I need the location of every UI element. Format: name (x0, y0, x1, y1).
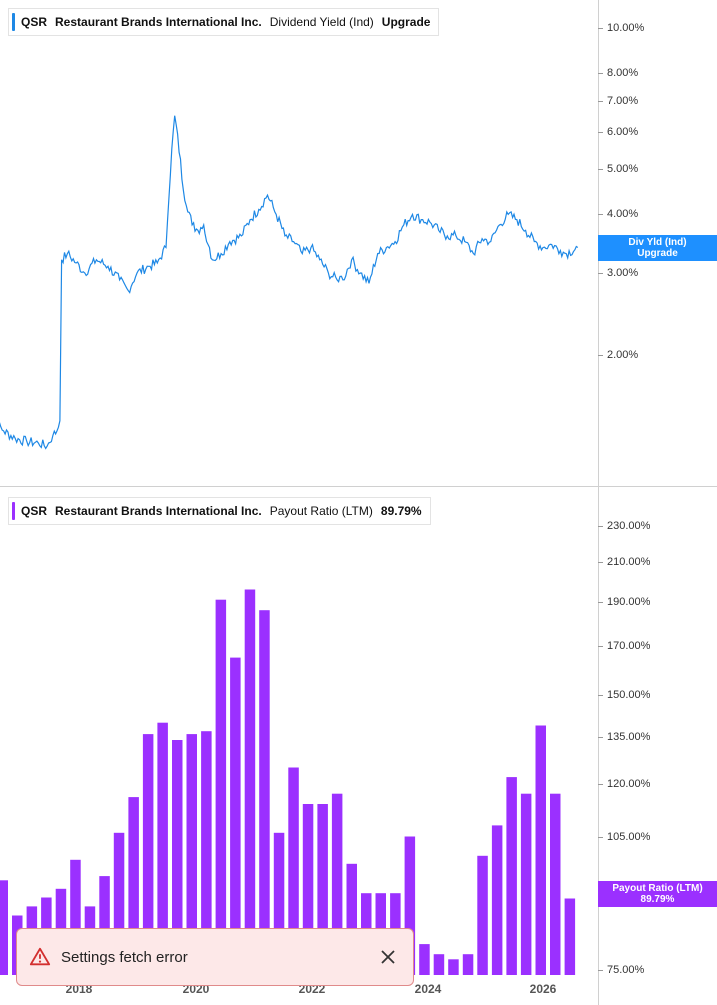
payout-bar (404, 836, 416, 975)
y-tick-label: 210.00% (607, 556, 651, 569)
payout-bar (346, 863, 357, 975)
payout-bar (477, 855, 488, 975)
toast-message: Settings fetch error (61, 948, 188, 966)
legend-metric: Payout Ratio (LTM) (269, 504, 373, 518)
dividend-yield-line (0, 115, 579, 450)
y-tick-mark (598, 969, 603, 971)
legend-ticker: QSR (21, 15, 48, 29)
payout-bar (215, 599, 227, 975)
y-tick-label: 75.00% (607, 963, 645, 976)
payout-bar (302, 804, 314, 975)
dividend-yield-legend[interactable]: QSR Restaurant Brands International Inc.… (8, 8, 440, 36)
y-tick-label: 120.00% (607, 777, 651, 790)
legend-value: 89.79% (380, 504, 422, 518)
payout-bar (462, 954, 474, 975)
badge-label: Div Yld (Ind) (628, 237, 687, 248)
legend-company: Restaurant Brands International Inc. (55, 15, 262, 29)
x-axis-label: 2026 (529, 982, 557, 996)
badge-value: Upgrade (637, 248, 678, 259)
payout-legend-swatch (12, 502, 15, 520)
payout-bar (550, 793, 561, 975)
y-tick-mark (598, 73, 603, 75)
payout-bar (113, 832, 125, 975)
y-tick-label: 190.00% (607, 595, 651, 608)
y-tick-mark (598, 169, 603, 171)
y-tick-label: 230.00% (607, 520, 651, 533)
y-tick-label: 135.00% (607, 731, 651, 744)
payout-bar (244, 589, 256, 975)
y-tick-mark (598, 783, 603, 785)
y-tick-mark (598, 28, 603, 30)
legend-value[interactable]: Upgrade (381, 15, 431, 29)
legend-company: Restaurant Brands International Inc. (55, 504, 262, 518)
payout-bar (128, 797, 139, 975)
y-tick-label: 105.00% (607, 830, 651, 843)
badge-value: 89.79% (640, 894, 675, 905)
y-tick-label: 5.00% (607, 163, 639, 176)
payout-bar (419, 944, 430, 975)
badge-label: Payout Ratio (LTM) (612, 883, 703, 894)
y-tick-label: 8.00% (607, 67, 639, 80)
payout-bar (564, 898, 576, 975)
error-toast: Settings fetch error (16, 928, 414, 986)
payout-bar (172, 740, 183, 975)
payout-bar (230, 657, 241, 975)
payout-bar (317, 804, 328, 975)
payout-bar (535, 725, 546, 975)
legend-metric: Dividend Yield (Ind) (269, 15, 374, 29)
panel-divider (0, 486, 717, 487)
payout-bar (520, 793, 532, 975)
close-icon[interactable] (379, 948, 397, 966)
y-tick-mark (598, 836, 603, 838)
y-tick-mark (598, 214, 603, 216)
payout-bar (99, 876, 110, 975)
payout-bar (70, 859, 81, 975)
yield-legend-swatch (12, 13, 15, 31)
y-tick-mark (598, 737, 603, 739)
y-tick-label: 150.00% (607, 689, 651, 702)
payout-last-value-badge: Payout Ratio (LTM) 89.79% (598, 881, 717, 907)
y-axis-line (598, 0, 599, 1005)
y-tick-label: 6.00% (607, 125, 639, 138)
y-tick-mark (598, 272, 603, 274)
y-tick-mark (598, 526, 603, 528)
y-tick-label: 3.00% (607, 266, 639, 279)
y-tick-label: 4.00% (607, 208, 639, 221)
y-tick-mark (598, 562, 603, 564)
y-tick-label: 7.00% (607, 94, 639, 107)
payout-bar (0, 880, 8, 975)
warning-icon (29, 947, 51, 966)
y-tick-label: 10.00% (607, 22, 645, 35)
payout-bar (186, 734, 197, 975)
payout-bar (506, 777, 517, 975)
y-tick-mark (598, 645, 603, 647)
x-axis-label: 2024 (414, 982, 442, 996)
y-tick-mark (598, 355, 603, 357)
payout-bar (491, 825, 503, 975)
y-tick-mark (598, 601, 603, 603)
y-tick-mark (598, 131, 603, 133)
dividend-yield-chart (0, 115, 579, 450)
y-tick-label: 2.00% (607, 349, 639, 362)
y-tick-label: 170.00% (607, 639, 651, 652)
payout-bar (157, 722, 168, 975)
payout-bar (288, 767, 299, 975)
payout-bar (201, 731, 212, 975)
legend-ticker: QSR (21, 504, 48, 518)
y-tick-mark (598, 100, 603, 102)
y-tick-mark (598, 695, 603, 697)
payout-bar (142, 734, 154, 975)
payout-bar (331, 793, 343, 975)
payout-bar (259, 610, 270, 975)
payout-bar (273, 832, 285, 975)
payout-ratio-legend[interactable]: QSR Restaurant Brands International Inc.… (8, 497, 431, 525)
yield-last-value-badge[interactable]: Div Yld (Ind) Upgrade (598, 235, 717, 261)
payout-bar (433, 954, 445, 975)
payout-bar (448, 959, 459, 975)
